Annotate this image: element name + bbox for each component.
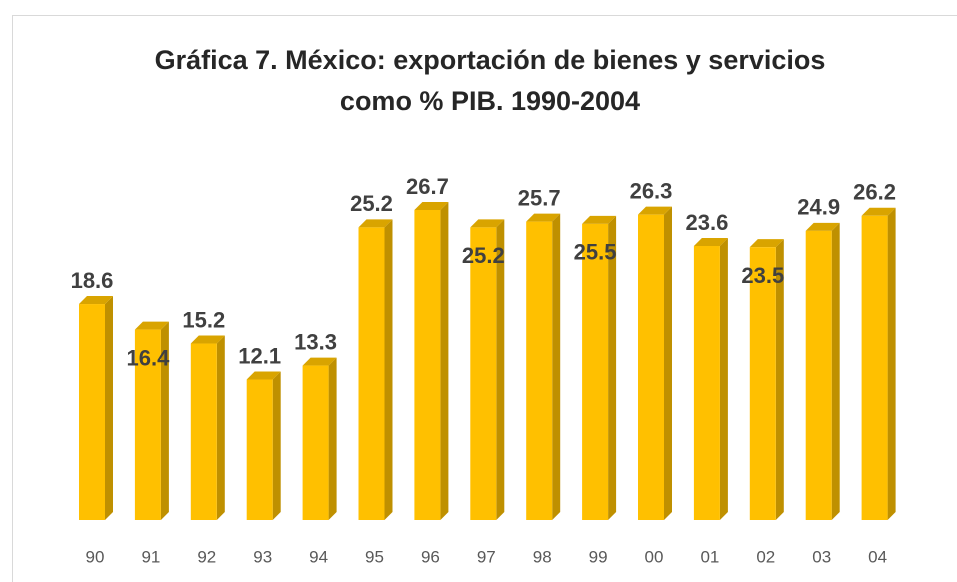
bar-side — [272, 371, 281, 520]
data-label: 26.2 — [853, 180, 896, 205]
bar-top — [861, 207, 896, 216]
bar-top — [693, 237, 728, 246]
x-tick-label: 98 — [533, 547, 552, 566]
bar-side — [440, 202, 449, 520]
data-label: 25.5 — [574, 240, 617, 265]
bar — [638, 214, 664, 520]
data-label: 26.7 — [406, 174, 449, 199]
x-tick-label: 97 — [477, 547, 496, 566]
bar — [302, 365, 329, 520]
x-tick-label: 00 — [645, 547, 664, 566]
data-label: 25.2 — [462, 243, 505, 268]
data-label: 24.9 — [797, 195, 840, 220]
bar-top — [358, 219, 393, 228]
bar-top — [582, 215, 617, 224]
x-tick-label: 02 — [756, 547, 775, 566]
bar-side — [831, 222, 840, 521]
data-label: 15.2 — [182, 307, 225, 332]
bar-top — [134, 321, 169, 330]
data-label: 18.6 — [71, 268, 114, 293]
bar-top — [638, 206, 672, 215]
bar — [414, 210, 441, 520]
x-tick-label: 99 — [589, 547, 608, 566]
data-label: 26.3 — [630, 178, 673, 203]
bar — [749, 247, 776, 520]
bar-side — [160, 321, 169, 520]
bar — [526, 221, 553, 521]
bar-side — [105, 296, 113, 520]
chart-title: Gráfica 7. México: exportación de bienes… — [155, 45, 826, 75]
bar-top — [190, 335, 225, 344]
x-tick-label: 95 — [365, 547, 384, 566]
bar — [805, 230, 832, 521]
bar — [79, 304, 105, 520]
data-label: 23.5 — [741, 263, 784, 288]
bar-top — [302, 357, 337, 366]
x-tick-label: 96 — [421, 547, 440, 566]
bar — [358, 227, 385, 521]
bar-side — [552, 213, 561, 521]
bar-side — [384, 219, 393, 521]
bar-top — [749, 239, 784, 248]
x-tick-label: 92 — [197, 547, 216, 566]
data-label: 12.1 — [238, 343, 281, 368]
bar-top — [246, 371, 281, 380]
bar — [470, 227, 497, 521]
bar — [582, 223, 609, 520]
bar — [134, 329, 161, 520]
bar — [861, 215, 888, 520]
chart-title: como % PIB. 1990-2004 — [340, 86, 640, 116]
data-label: 25.2 — [350, 191, 393, 216]
data-label: 23.6 — [685, 210, 728, 235]
bar-top — [470, 219, 505, 228]
x-tick-label: 93 — [253, 547, 272, 566]
x-tick-label: 04 — [868, 547, 887, 566]
bar — [190, 343, 217, 520]
bar-side — [887, 207, 896, 520]
bar-side — [328, 357, 337, 520]
bar-side — [664, 206, 672, 520]
x-tick-label: 94 — [309, 547, 328, 566]
bar-top — [526, 213, 561, 222]
x-tick-label: 01 — [700, 547, 719, 566]
bar-side — [775, 239, 784, 520]
data-label: 13.3 — [294, 329, 337, 354]
bar-top — [79, 296, 113, 305]
x-tick-label: 91 — [141, 547, 160, 566]
bar — [693, 245, 720, 521]
bar-top — [414, 202, 449, 210]
bar — [246, 379, 273, 520]
bar-top — [805, 222, 840, 231]
bar-side — [216, 335, 225, 520]
bar-side — [496, 219, 505, 521]
data-label: 25.7 — [518, 185, 561, 210]
x-tick-label: 90 — [86, 547, 105, 566]
bar-side — [719, 237, 728, 521]
x-tick-label: 03 — [812, 547, 831, 566]
bar-side — [608, 215, 617, 520]
data-label: 16.4 — [126, 345, 170, 370]
